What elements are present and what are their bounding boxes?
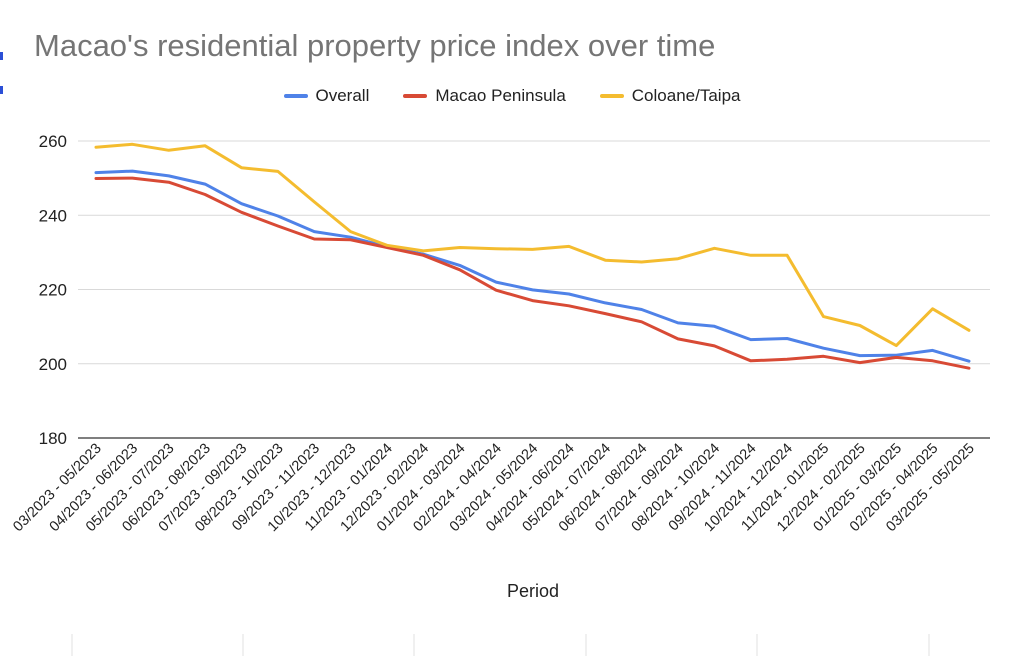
legend-label: Macao Peninsula xyxy=(435,86,566,105)
legend-swatch xyxy=(599,94,624,98)
legend-item: Overall xyxy=(283,86,370,106)
y-tick-label: 260 xyxy=(39,132,67,151)
legend-item: Coloane/Taipa xyxy=(599,86,741,106)
legend-item: Macao Peninsula xyxy=(403,86,566,106)
series-line-overall xyxy=(94,169,971,363)
legend-label: Overall xyxy=(315,86,370,105)
left-edge-mark xyxy=(0,52,3,60)
legend-swatch xyxy=(283,94,308,98)
chart-title: Macao's residential property price index… xyxy=(34,28,716,63)
left-edge-mark xyxy=(0,86,3,94)
grid-layer xyxy=(71,140,990,656)
y-tick-label: 220 xyxy=(39,281,67,300)
legend-label: Coloane/Taipa xyxy=(631,86,741,105)
legend-swatch xyxy=(403,94,428,98)
x-axis-title: Period xyxy=(507,581,559,601)
y-tick-label: 180 xyxy=(39,429,67,448)
series-line-macao-peninsula xyxy=(94,176,971,370)
chart-legend: Overall Macao Peninsula Coloane/Taipa xyxy=(0,86,1024,106)
series-line-coloane-taipa xyxy=(94,142,971,348)
series-layer xyxy=(94,142,971,370)
y-tick-label: 200 xyxy=(39,355,67,374)
y-tick-label: 240 xyxy=(39,206,67,225)
